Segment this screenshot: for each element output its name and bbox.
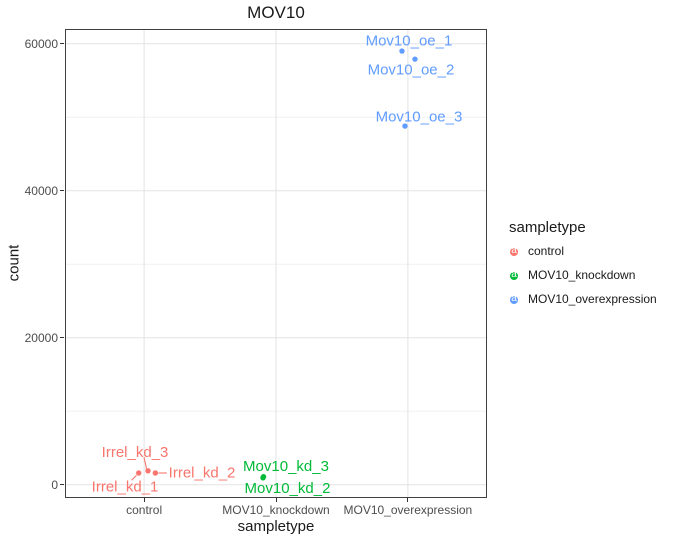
x-tick-mark	[143, 498, 145, 502]
x-tick-label: MOV10_overexpression	[343, 503, 473, 517]
label-leader-line	[143, 457, 148, 469]
data-point	[399, 48, 405, 54]
data-point-label: Irrel_kd_1	[92, 479, 159, 496]
legend-entry: a control	[506, 239, 657, 263]
plot-panel: Irrel_kd_1 Irrel_kd_2 Irrel_kd_3 Mov10_kd_2…	[65, 29, 487, 498]
data-point	[152, 470, 159, 476]
x-tick-mark	[275, 498, 277, 502]
legend-text-glyph: a	[511, 269, 517, 280]
y-tick-mark	[60, 484, 64, 486]
y-tick-mark	[60, 43, 64, 45]
x-tick-mark	[407, 498, 409, 502]
data-point-label: Irrel_kd_3	[102, 444, 169, 461]
legend-point-icon	[510, 248, 518, 256]
legend-entry: a MOV10_knockdown	[506, 263, 657, 287]
data-point	[402, 123, 408, 129]
x-tick-label: control	[126, 503, 163, 517]
x-axis-title: sampletype	[237, 518, 315, 535]
data-point-label: Mov10_kd_2	[245, 480, 331, 497]
legend-point-icon	[510, 296, 518, 304]
plot-title: MOV10	[247, 3, 305, 22]
data-point	[412, 56, 418, 62]
legend-key-icon: a	[506, 243, 522, 259]
data-point-label: Mov10_oe_2	[368, 62, 455, 79]
legend-title: sampletype	[509, 219, 586, 236]
data-point	[136, 470, 142, 476]
label-leader-line	[131, 474, 137, 481]
legend-entries: a control a MOV10_knockdown a MOV10_overexpre…	[506, 239, 657, 311]
legend-entry-label: MOV10_knockdown	[528, 268, 636, 282]
data-point	[260, 473, 267, 480]
y-tick-mark	[60, 190, 64, 192]
legend-key-icon: a	[506, 267, 522, 283]
legend: sampletype a control a MOV10_knockdown a MOV1…	[506, 220, 657, 311]
legend-entry: a MOV10_overexpression	[506, 287, 657, 311]
data-point-label: Mov10_oe_1	[366, 33, 453, 50]
legend-entry-label: control	[528, 244, 565, 258]
data-point-label: Mov10_kd_3	[243, 458, 329, 475]
y-tick-label: 40000	[24, 183, 58, 198]
x-tick-label: MOV10_knockdown	[222, 503, 330, 517]
legend-point-icon	[510, 272, 518, 280]
data-point-label: Mov10_oe_3	[376, 109, 463, 126]
y-tick-label: 60000	[24, 36, 58, 51]
legend-entry-label: MOV10_overexpression	[528, 292, 657, 306]
y-tick-label: 0	[51, 477, 58, 492]
y-axis-title: count	[5, 244, 23, 282]
panel-border	[65, 29, 487, 498]
data-point-label: Irrel_kd_2	[169, 465, 236, 482]
legend-text-glyph: a	[511, 245, 517, 256]
legend-key-icon: a	[506, 291, 522, 307]
data-point	[145, 468, 151, 474]
y-tick-label: 20000	[24, 330, 58, 345]
legend-text-glyph: a	[511, 293, 517, 304]
y-tick-mark	[60, 337, 64, 339]
